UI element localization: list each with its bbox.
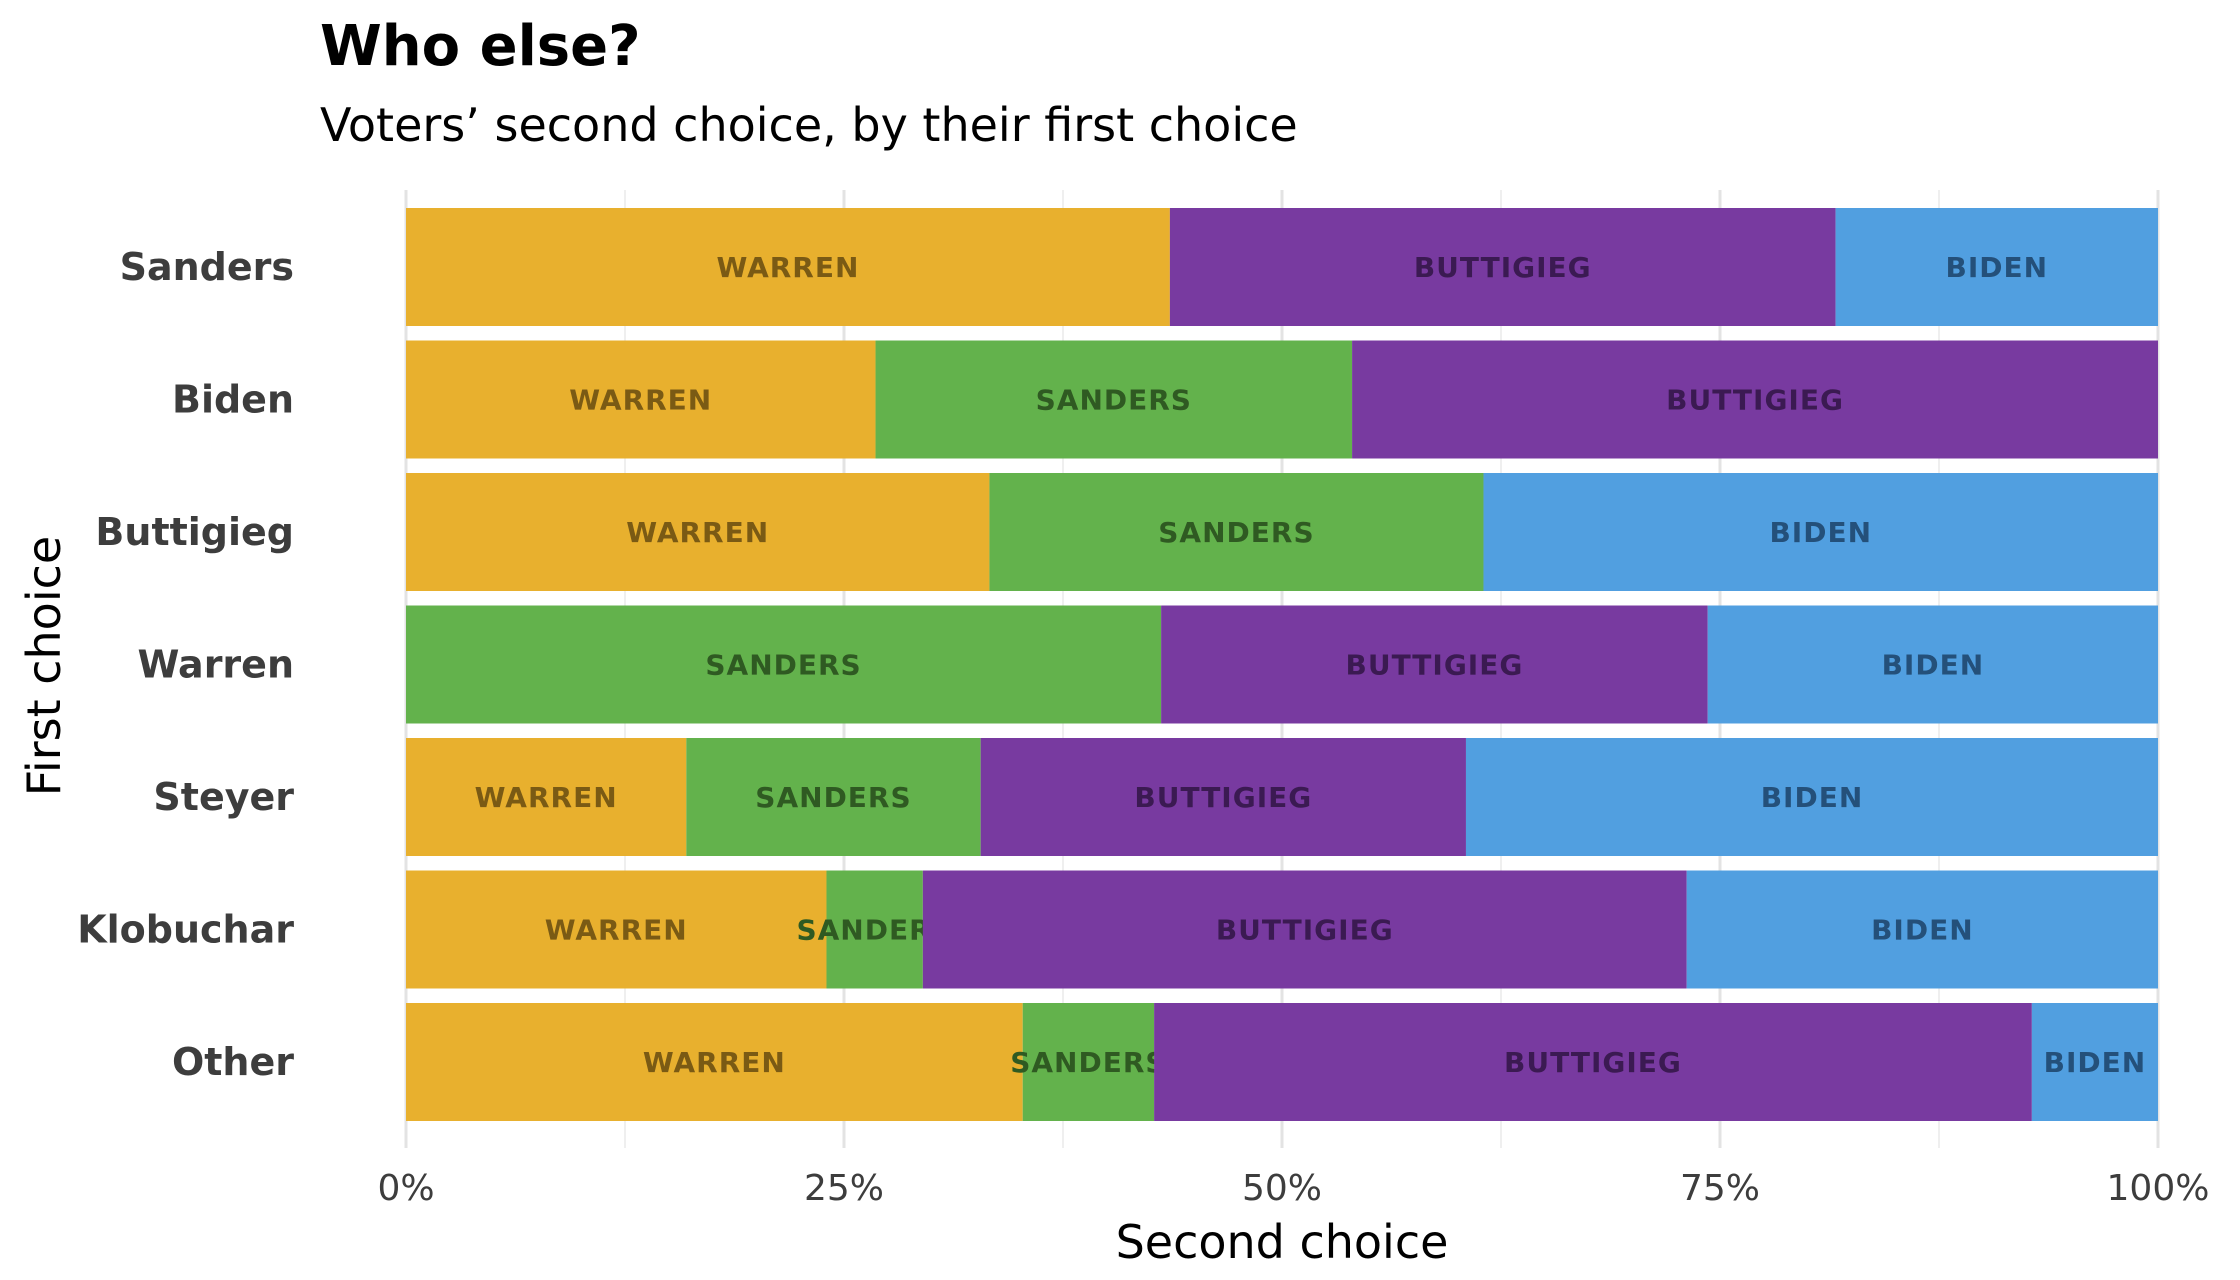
bar-segment bbox=[406, 1003, 1023, 1121]
bar-segment bbox=[406, 738, 687, 856]
bar-segment bbox=[406, 605, 1162, 724]
category-label: Buttigieg bbox=[95, 510, 294, 554]
bar-segment bbox=[1352, 340, 2158, 459]
bar-segment-label: BUTTIGIEG bbox=[1414, 251, 1592, 284]
bar-segment-label: SANDERS bbox=[755, 781, 911, 814]
x-axis-title: Second choice bbox=[1116, 1215, 1449, 1269]
bar-segment bbox=[1154, 1003, 2032, 1121]
bar-segment-label: SANDERS bbox=[705, 649, 861, 682]
bar-segment-label: WARREN bbox=[569, 384, 712, 417]
bar-segment bbox=[1465, 738, 2158, 856]
category-label: Klobuchar bbox=[77, 908, 294, 952]
bar-segment-label: WARREN bbox=[643, 1046, 786, 1079]
bar-segment-label: SANDERS bbox=[1010, 1046, 1166, 1079]
bar-segment bbox=[1835, 208, 2158, 326]
x-tick-label: 0% bbox=[377, 1168, 434, 1209]
bar-segment bbox=[406, 473, 990, 591]
bar-segment bbox=[826, 870, 923, 989]
bar-segment bbox=[406, 340, 876, 459]
bars: WARREN BUTTIGIEG BIDEN WARREN SANDERS BUTTIGI… bbox=[406, 208, 2158, 1121]
x-tick-label: 50% bbox=[1242, 1168, 1322, 1209]
bar-segment-label: WARREN bbox=[626, 516, 769, 549]
bar-segment bbox=[989, 473, 1484, 591]
bar-segment-label: BIDEN bbox=[2044, 1046, 2147, 1079]
category-label: Sanders bbox=[120, 245, 294, 289]
bar-segment-label: BUTTIGIEG bbox=[1134, 781, 1312, 814]
bar-segment-label: SANDERS bbox=[1036, 384, 1192, 417]
x-tick-labels: 0% 25% 50% 75% 100% bbox=[377, 1168, 2209, 1209]
x-tick-label: 100% bbox=[2107, 1168, 2210, 1209]
bar-segment bbox=[406, 208, 1170, 326]
y-axis-title: First choice bbox=[17, 536, 71, 796]
bar-segment bbox=[980, 738, 1466, 856]
x-tick-label: 75% bbox=[1680, 1168, 1760, 1209]
bar-segment-label: BUTTIGIEG bbox=[1504, 1046, 1682, 1079]
chart-subtitle: Voters’ second choice, by their first ch… bbox=[320, 98, 1298, 152]
bar-segment-label: WARREN bbox=[545, 914, 688, 947]
category-label: Other bbox=[172, 1040, 294, 1084]
bar-segment bbox=[686, 738, 981, 856]
bar-segment bbox=[1686, 870, 2158, 989]
bar-segment-label: BIDEN bbox=[1882, 649, 1985, 682]
bar-segment bbox=[1169, 208, 1836, 326]
category-label: Biden bbox=[172, 378, 294, 422]
bar-segment-label: BIDEN bbox=[1871, 914, 1974, 947]
bar-segment bbox=[2031, 1003, 2158, 1121]
bar-segment bbox=[1161, 605, 1708, 724]
bar-segment bbox=[875, 340, 1353, 459]
bar-segment-label: BIDEN bbox=[1946, 251, 2049, 284]
bar-segment-label: SANDERS bbox=[1158, 516, 1314, 549]
bar-segment-label: BIDEN bbox=[1761, 781, 1864, 814]
bar-segment-label: BUTTIGIEG bbox=[1345, 649, 1523, 682]
bar-segment-label: BIDEN bbox=[1769, 516, 1872, 549]
bar-segment-label: BUTTIGIEG bbox=[1666, 384, 1844, 417]
bar-segment bbox=[406, 870, 827, 989]
bar-segment-label: BUTTIGIEG bbox=[1216, 914, 1394, 947]
bar-segment-label: WARREN bbox=[475, 781, 618, 814]
bar-segment bbox=[922, 870, 1687, 989]
x-tick-label: 25% bbox=[804, 1168, 884, 1209]
bar-segment-label: WARREN bbox=[716, 251, 859, 284]
bar-segment bbox=[1022, 1003, 1155, 1121]
category-label: Steyer bbox=[153, 775, 294, 819]
chart-title: Who else? bbox=[320, 14, 641, 79]
bar-segment bbox=[1707, 605, 2158, 724]
category-labels: Sanders Biden Buttigieg Warren Steyer Klobuch… bbox=[77, 245, 294, 1084]
bar-segment bbox=[1483, 473, 2158, 591]
category-label: Warren bbox=[137, 643, 294, 687]
